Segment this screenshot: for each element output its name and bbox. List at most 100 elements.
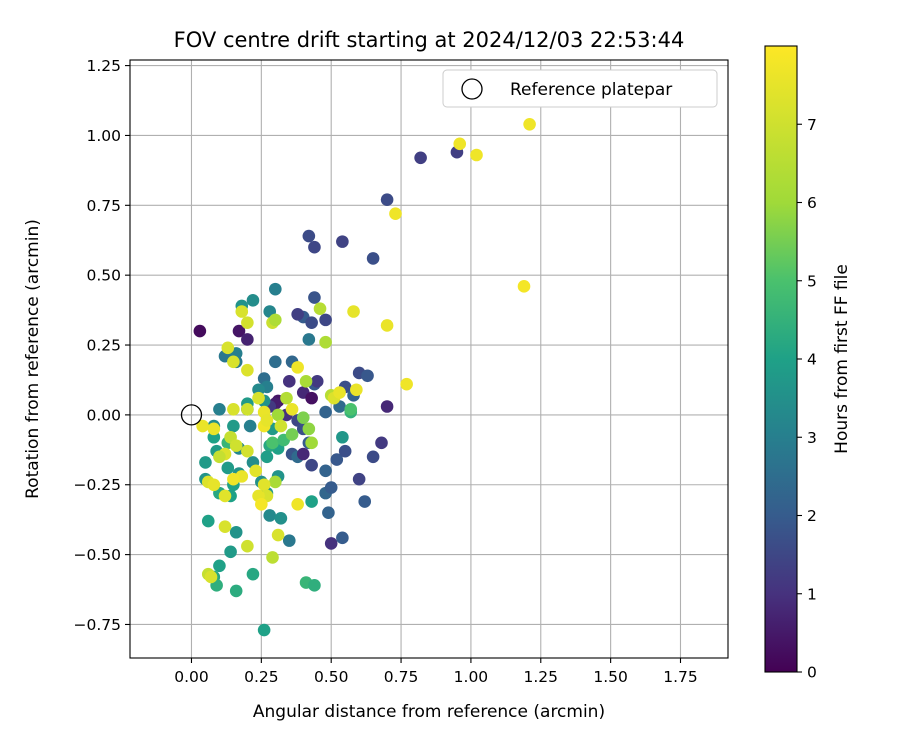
y-tick-label: 0.25 bbox=[86, 337, 121, 355]
data-point bbox=[282, 375, 296, 388]
legend: Reference platepar bbox=[442, 69, 718, 108]
data-point bbox=[227, 355, 240, 369]
data-point bbox=[347, 305, 360, 318]
y-tick-label: 1.25 bbox=[86, 57, 121, 75]
y-tick-label: −0.25 bbox=[74, 476, 122, 494]
x-tick-label: 0.00 bbox=[174, 668, 209, 686]
data-point bbox=[285, 402, 299, 416]
data-point bbox=[333, 386, 346, 399]
x-axis-label: Angular distance from reference (arcmin) bbox=[253, 702, 605, 722]
data-point bbox=[352, 472, 366, 486]
data-point bbox=[308, 240, 321, 254]
data-point bbox=[319, 335, 332, 349]
data-point bbox=[470, 148, 483, 162]
data-point bbox=[322, 506, 335, 519]
data-point bbox=[269, 355, 282, 369]
data-point bbox=[361, 369, 374, 383]
data-point bbox=[241, 333, 254, 346]
data-point bbox=[274, 419, 288, 433]
data-point bbox=[336, 430, 349, 444]
data-point bbox=[400, 377, 413, 391]
data-point bbox=[252, 391, 265, 405]
data-point bbox=[380, 400, 394, 413]
data-point bbox=[207, 478, 221, 492]
colorbar: 0 1 2 3 4 5 6 7 Hours from first FF file bbox=[764, 45, 852, 682]
data-point bbox=[227, 472, 240, 486]
data-point bbox=[274, 511, 288, 525]
plot-frame bbox=[129, 59, 729, 659]
data-point bbox=[350, 383, 363, 397]
data-point bbox=[235, 305, 249, 318]
x-tick-label: 1.00 bbox=[454, 668, 489, 686]
data-point bbox=[324, 481, 338, 494]
colorbar-tick-label: 3 bbox=[807, 429, 817, 447]
data-point bbox=[305, 316, 318, 329]
y-tick-label: 1.00 bbox=[86, 127, 121, 145]
data-point bbox=[302, 333, 316, 346]
data-point bbox=[257, 623, 271, 637]
data-point bbox=[246, 567, 260, 581]
data-point bbox=[196, 419, 209, 433]
legend-label: Reference platepar bbox=[510, 80, 672, 100]
data-point bbox=[266, 551, 279, 564]
data-point bbox=[204, 570, 218, 584]
data-point bbox=[344, 402, 358, 416]
data-point bbox=[193, 324, 207, 338]
data-point bbox=[241, 539, 254, 553]
x-tick-label: 0.25 bbox=[244, 668, 279, 686]
data-point bbox=[338, 444, 352, 458]
data-point bbox=[213, 402, 226, 416]
x-tick-label: 0.50 bbox=[314, 668, 349, 686]
colorbar-tick-label: 4 bbox=[807, 351, 817, 369]
legend-marker-open-circle bbox=[461, 78, 483, 100]
data-point bbox=[291, 498, 304, 511]
colorbar-tick-label: 0 bbox=[807, 664, 817, 682]
data-point bbox=[305, 391, 318, 405]
data-point bbox=[296, 411, 310, 424]
data-point bbox=[255, 498, 268, 511]
y-tick-label: 0.75 bbox=[86, 197, 121, 215]
data-point bbox=[305, 458, 318, 472]
colorbar-tick-label: 6 bbox=[807, 194, 817, 212]
data-point bbox=[336, 531, 349, 545]
data-point bbox=[249, 464, 263, 478]
legend-box bbox=[442, 69, 718, 108]
data-point bbox=[201, 514, 215, 528]
data-point bbox=[232, 324, 246, 338]
y-axis-label: Rotation from reference (arcmin) bbox=[23, 219, 43, 499]
data-point bbox=[221, 341, 235, 355]
data-point bbox=[319, 464, 332, 478]
data-point bbox=[285, 428, 299, 441]
data-point bbox=[199, 456, 212, 469]
colorbar-gradient bbox=[764, 45, 798, 673]
x-tick-label: 0.75 bbox=[384, 668, 419, 686]
data-point bbox=[241, 363, 254, 377]
reference-point-marker bbox=[180, 404, 203, 426]
x-tick-label: 1.25 bbox=[524, 668, 559, 686]
data-point bbox=[299, 375, 313, 388]
data-point bbox=[389, 207, 402, 220]
data-point bbox=[282, 534, 296, 547]
data-point bbox=[207, 422, 221, 436]
data-point bbox=[229, 439, 243, 452]
data-point bbox=[271, 408, 285, 422]
data-point bbox=[224, 545, 237, 559]
colorbar-label: Hours from first FF file bbox=[832, 264, 852, 454]
data-point bbox=[221, 461, 235, 475]
chart-title: FOV centre drift starting at 2024/12/03 … bbox=[174, 28, 685, 52]
data-point bbox=[319, 405, 332, 419]
y-axis-ticks: −0.75 −0.50 −0.25 0.00 0.25 0.50 0.75 1.00 1.25 bbox=[74, 57, 130, 634]
data-point bbox=[269, 475, 282, 489]
data-point bbox=[246, 294, 260, 307]
data-point bbox=[218, 520, 232, 533]
data-point bbox=[241, 316, 254, 329]
x-axis-ticks: 0.00 0.25 0.50 0.75 1.00 1.25 1.50 1.75 bbox=[174, 658, 698, 686]
data-point bbox=[266, 436, 279, 450]
data-point bbox=[358, 495, 372, 508]
data-point bbox=[305, 436, 318, 450]
data-point bbox=[310, 375, 324, 388]
data-point bbox=[241, 402, 254, 416]
data-point bbox=[243, 419, 257, 433]
data-point bbox=[305, 495, 318, 508]
